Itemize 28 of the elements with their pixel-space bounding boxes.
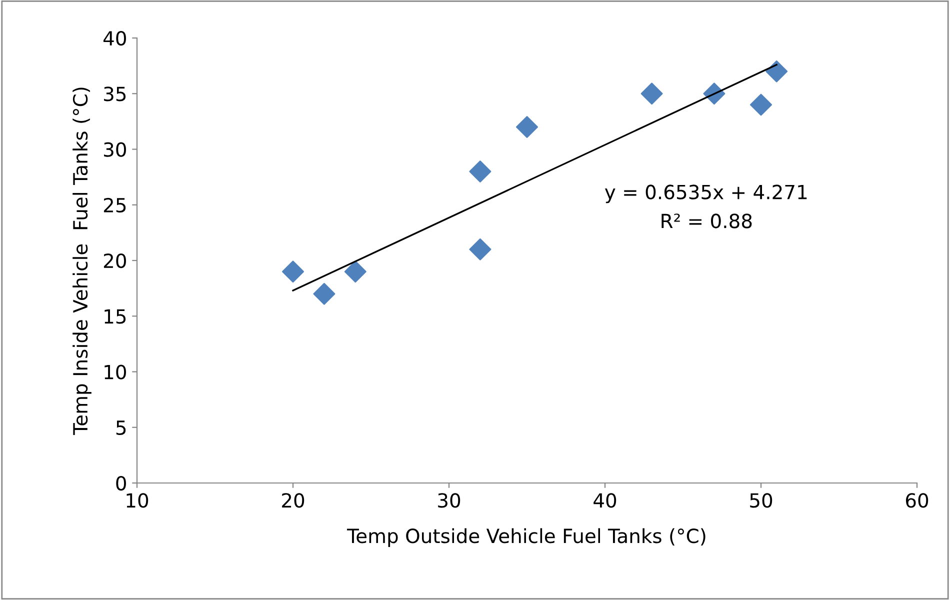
point [766,60,788,82]
y-tick-label: 0 [116,476,126,491]
x-axis-title: Temp Outside Vehicle Fuel Tanks (°C) [346,528,706,548]
point [640,82,663,105]
y-tick-label: 15 [104,309,126,324]
point [516,116,538,138]
y-axis-title: Temp Inside Vehicle Fuel Tanks (°C) [72,88,92,436]
x-tick-label: 30 [438,493,460,508]
x-tick-label: 10 [126,493,148,508]
y-tick-label: 5 [116,420,126,436]
y-tick-label: 40 [103,30,126,46]
x-tick-label: 50 [750,493,772,508]
x-tick-label: 40 [594,493,616,508]
point [469,160,492,182]
y-tick-label: 25 [104,198,126,213]
point [282,260,304,283]
y-tick-label: 35 [104,86,126,102]
y-tick-label: 30 [104,142,126,157]
point [750,94,772,116]
point [469,238,492,260]
x-tick-label: 20 [282,493,304,508]
point [344,260,366,283]
y-tick-label: 20 [104,253,126,268]
x-tick-label: 60 [906,493,928,508]
annotation: R² = 0.88 [662,214,752,228]
point [313,282,336,305]
annotation: y = 0.6535x + 4.271 [604,184,807,204]
y-tick-label: 10 [104,364,126,380]
